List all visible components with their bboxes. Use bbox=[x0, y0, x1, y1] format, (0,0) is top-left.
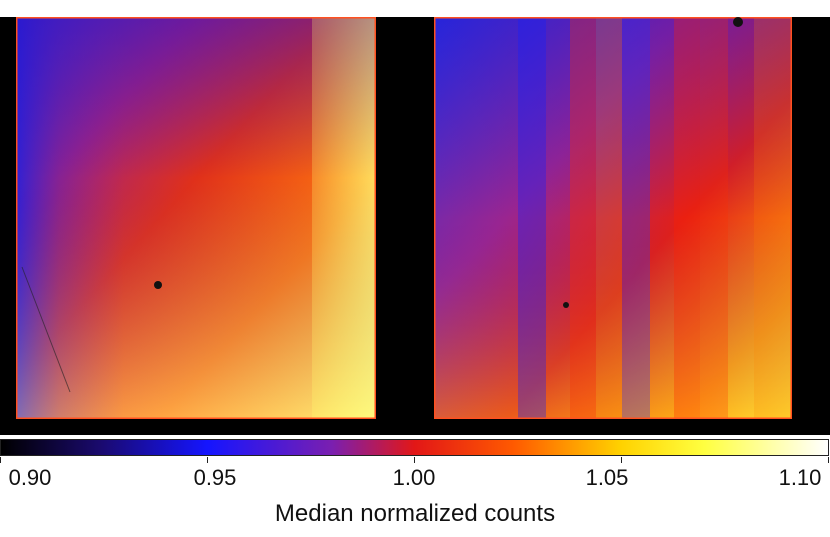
colorbar-tick bbox=[828, 457, 829, 463]
detector-left bbox=[16, 17, 376, 419]
colorbar-tick-label: 1.00 bbox=[392, 465, 436, 490]
colorbar-tick bbox=[0, 457, 1, 463]
colorbar-tick-label: 0.90 bbox=[8, 465, 52, 490]
colorbar-tick-label: 1.05 bbox=[585, 465, 629, 490]
colorbar bbox=[0, 439, 829, 456]
colorbar-tick bbox=[207, 457, 208, 463]
colorbar-tick-label: 1.10 bbox=[778, 465, 822, 490]
colorbar-tick-label: 0.95 bbox=[193, 465, 237, 490]
colorbar-title: Median normalized counts bbox=[274, 500, 556, 527]
colorbar-tick bbox=[414, 457, 415, 463]
colorbar-tick bbox=[621, 457, 622, 463]
flat-field-image bbox=[0, 17, 830, 435]
detector-right bbox=[434, 17, 792, 419]
